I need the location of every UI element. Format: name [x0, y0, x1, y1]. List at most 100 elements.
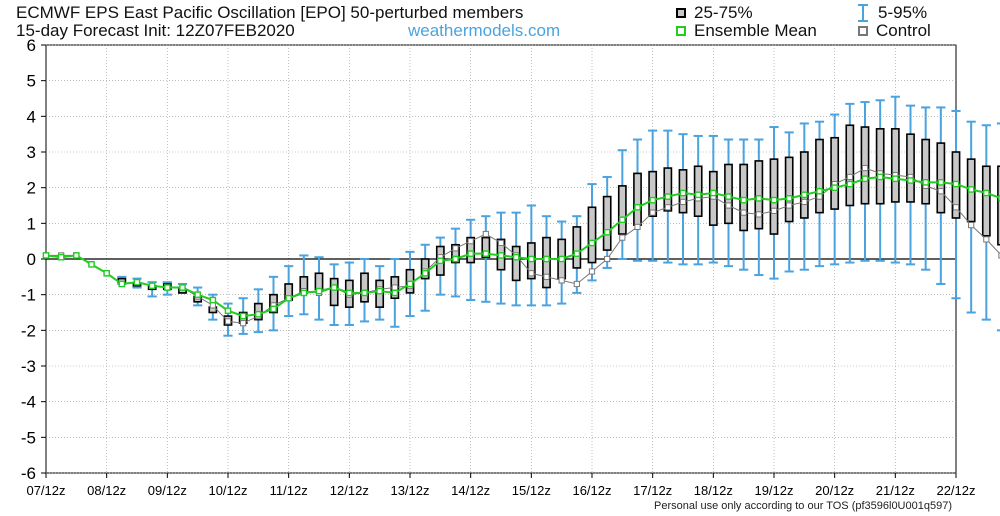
control-point [467, 238, 474, 245]
mean-point [846, 180, 854, 188]
mean-point [118, 280, 126, 288]
mean-point [42, 252, 50, 259]
mean-point [892, 175, 899, 183]
control-point [952, 204, 960, 211]
mean-point [603, 228, 611, 236]
y-tick-label: -2 [21, 321, 36, 340]
mean-point [73, 252, 80, 259]
control-point [664, 204, 671, 211]
mean-point [482, 250, 490, 257]
control-point [786, 202, 793, 209]
control-point [634, 223, 641, 231]
mean-point [57, 253, 65, 261]
iqr-box [314, 272, 324, 291]
mean-point [634, 203, 641, 211]
mean-point [907, 177, 914, 184]
y-tick-label: -1 [21, 286, 36, 305]
mean-point [406, 280, 414, 288]
y-tick-label: 2 [27, 179, 36, 198]
mean-point [346, 289, 353, 297]
mean-point [133, 278, 141, 286]
x-tick-label: 22/12z [936, 483, 975, 498]
whisker-swatch-icon [858, 4, 868, 22]
mean-point [285, 294, 292, 302]
iqr-box [542, 236, 551, 289]
mean-point [740, 196, 747, 204]
control-point [679, 198, 687, 206]
mean-point [588, 239, 596, 247]
control-point [937, 188, 944, 195]
mean-point [558, 255, 565, 263]
mean-point [452, 255, 459, 263]
mean-point [619, 216, 626, 224]
iqr-box [617, 185, 627, 235]
mean-point [437, 257, 444, 265]
x-tick-label: 10/12z [208, 483, 247, 498]
iqr-box [693, 165, 703, 217]
iqr-box [997, 165, 1000, 246]
control-point [983, 236, 990, 243]
iqr-box [633, 172, 642, 226]
mean-point [679, 189, 687, 197]
legend-box-label: 25-75% [694, 3, 753, 22]
control-swatch-icon [858, 26, 868, 36]
x-tick-label: 20/12z [815, 483, 854, 498]
control-point [801, 198, 808, 206]
x-tick-label: 09/12z [148, 483, 187, 498]
whisker-mark [996, 122, 1000, 332]
control-point [543, 273, 550, 280]
control-point [573, 280, 580, 288]
x-tick-label: 15/12z [512, 483, 551, 498]
mean-point [770, 196, 778, 204]
iqr-box [663, 167, 673, 212]
iqr-box [875, 128, 885, 205]
mean-point [239, 312, 247, 320]
control-point [619, 234, 626, 241]
whisker-mark [481, 215, 491, 303]
mean-point [952, 180, 960, 188]
mean-point [649, 196, 656, 204]
mean-point [876, 173, 884, 181]
mean-point [755, 195, 763, 202]
mean-point [88, 261, 95, 268]
mean-point [224, 307, 232, 315]
control-point [604, 255, 611, 263]
iqr-box [648, 170, 658, 218]
iqr-box [799, 151, 809, 219]
control-point [240, 320, 247, 327]
mean-point [209, 296, 217, 304]
y-tick-label: 3 [27, 143, 36, 162]
x-tick-label: 12/12z [330, 483, 369, 498]
legend-control-entry: Control [858, 21, 931, 41]
iqr-box [602, 195, 612, 251]
y-tick-label: -6 [21, 464, 36, 483]
y-tick-label: -4 [21, 393, 36, 412]
y-tick-label: -5 [21, 428, 36, 447]
mean-point [725, 193, 732, 200]
mean-point [998, 195, 1000, 202]
control-point [452, 245, 459, 252]
mean-point [497, 252, 505, 259]
x-tick-label: 07/12z [26, 483, 65, 498]
iqr-box [769, 158, 779, 235]
iqr-box [329, 277, 339, 307]
chart-subtitle: 15-day Forecast Init: 12Z07FEB2020 [16, 21, 295, 40]
mean-point [861, 175, 869, 183]
mean-point [573, 250, 581, 257]
mean-point [664, 193, 672, 200]
legend-whisker-entry: 5-95% [856, 3, 927, 23]
mean-point [194, 291, 201, 298]
mean-swatch-icon [676, 26, 686, 36]
control-point [224, 318, 232, 325]
iqr-box [815, 138, 824, 214]
brand-watermark[interactable]: weathermodels.com [408, 21, 561, 40]
chart-title: ECMWF EPS East Pacific Oscillation [EPO]… [16, 3, 524, 22]
mean-point [694, 191, 702, 199]
mean-point [543, 255, 550, 263]
mean-point [103, 269, 110, 277]
mean-point [270, 305, 277, 313]
control-point [998, 252, 1000, 259]
iqr-box [511, 245, 521, 282]
control-point [528, 270, 535, 277]
